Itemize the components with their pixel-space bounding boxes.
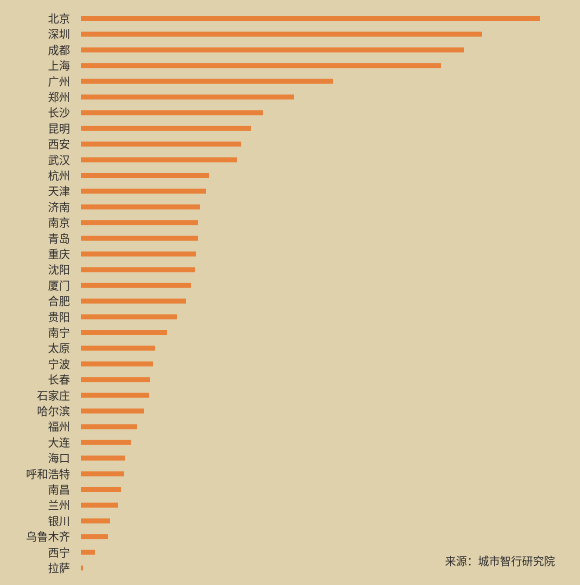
- bar: [81, 125, 251, 131]
- category-label: 福州: [48, 420, 70, 434]
- bar: [81, 31, 482, 37]
- category-label: 海口: [48, 451, 70, 465]
- category-label: 贵阳: [48, 311, 70, 324]
- category-label: 南昌: [48, 484, 70, 497]
- category-label: 厦门: [48, 278, 70, 292]
- category-label: 宁波: [48, 357, 70, 371]
- bar: [81, 534, 108, 540]
- category-label: 乌鲁木齐: [26, 530, 70, 544]
- category-label: 西安: [48, 137, 70, 151]
- bar: [81, 63, 441, 69]
- bar: [81, 204, 200, 210]
- bar: [81, 408, 144, 414]
- bar: [81, 235, 198, 241]
- category-label: 拉萨: [48, 561, 70, 575]
- category-label: 重庆: [48, 247, 70, 261]
- bar: [81, 518, 110, 524]
- bar: [81, 471, 124, 477]
- source-note: 来源：城市智行研究院: [445, 554, 555, 568]
- category-label: 上海: [48, 59, 70, 73]
- labels-layer: 北京深圳成都上海广州郑州长沙昆明西安武汉杭州天津济南南京青岛重庆沈阳厦门合肥贵阳…: [26, 12, 70, 576]
- bar: [81, 267, 195, 273]
- bar: [81, 94, 294, 100]
- category-label: 长春: [48, 374, 70, 387]
- category-label: 天津: [48, 185, 70, 198]
- bar: [81, 345, 155, 351]
- category-label: 银川: [48, 514, 70, 528]
- bar: [81, 392, 149, 398]
- category-label: 合肥: [48, 294, 70, 308]
- bar: [81, 220, 198, 226]
- bar: [81, 173, 209, 178]
- category-label: 大连: [48, 435, 70, 449]
- bar: [81, 377, 150, 383]
- bar: [81, 565, 83, 571]
- bars-layer: [81, 16, 540, 571]
- bar: [81, 16, 540, 21]
- category-label: 郑州: [48, 90, 70, 104]
- category-label: 北京: [48, 12, 70, 26]
- category-label: 青岛: [48, 231, 70, 245]
- bar: [81, 455, 125, 461]
- category-label: 济南: [48, 200, 70, 214]
- category-label: 兰州: [48, 499, 70, 512]
- category-label: 石家庄: [37, 388, 70, 402]
- category-label: 长沙: [48, 107, 70, 120]
- bar: [81, 78, 333, 84]
- category-label: 昆明: [48, 122, 70, 135]
- bar: [81, 502, 118, 508]
- bar: [81, 110, 263, 116]
- bar: [81, 330, 167, 335]
- bar: [81, 251, 196, 257]
- bar: [81, 487, 121, 492]
- bar: [81, 188, 206, 194]
- bar: [81, 157, 237, 163]
- category-label: 太原: [48, 342, 70, 355]
- bar: [81, 47, 464, 53]
- bar: [81, 314, 177, 320]
- bar: [81, 141, 241, 147]
- category-label: 杭州: [48, 169, 70, 183]
- bar: [81, 549, 95, 555]
- bar: [81, 298, 186, 304]
- category-label: 沈阳: [48, 263, 70, 277]
- category-label: 成都: [48, 44, 70, 57]
- category-label: 南京: [48, 216, 70, 230]
- category-label: 广州: [48, 75, 70, 88]
- category-label: 深圳: [48, 28, 70, 41]
- bar: [81, 361, 153, 367]
- category-label: 哈尔滨: [37, 404, 70, 418]
- category-label: 南宁: [48, 326, 70, 340]
- category-label: 西宁: [48, 545, 70, 559]
- bar: [81, 424, 137, 430]
- bar: [81, 439, 131, 445]
- category-label: 呼和浩特: [26, 467, 70, 481]
- category-label: 武汉: [48, 154, 70, 167]
- bar: [81, 282, 191, 288]
